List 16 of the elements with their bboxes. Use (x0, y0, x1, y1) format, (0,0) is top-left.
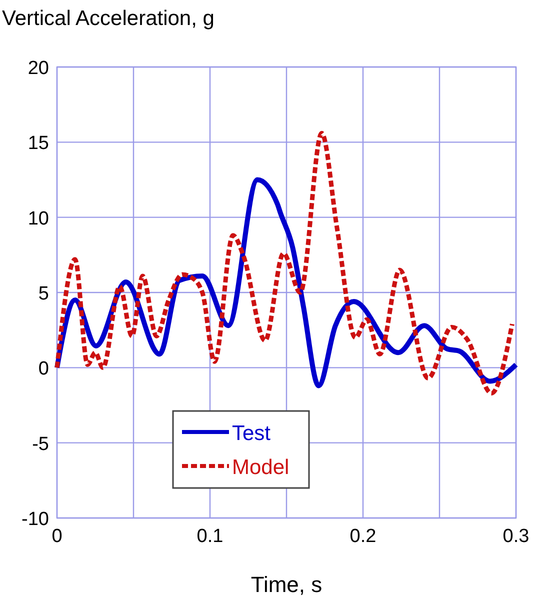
y-tick-label: 0 (38, 358, 49, 380)
y-tick-label: 10 (28, 208, 49, 230)
legend-label: Test (232, 422, 271, 445)
y-tick-label: 20 (28, 58, 49, 79)
y-tick-label: 15 (28, 133, 49, 154)
line-series (54, 130, 514, 396)
x-tick-label: 0.1 (196, 526, 224, 547)
x-axis-title: Time, s (250, 572, 322, 597)
x-tick-label: 0 (52, 526, 62, 547)
legend-label: Model (232, 456, 290, 479)
y-tick-label: 5 (38, 284, 49, 304)
y-tick-label: -5 (32, 434, 49, 455)
chart-title: Vertical Acceleration, g (2, 7, 214, 30)
x-tick-label: 0.2 (350, 526, 376, 547)
x-tick-label: 0.3 (502, 526, 530, 547)
y-tick-label: -10 (22, 509, 49, 530)
